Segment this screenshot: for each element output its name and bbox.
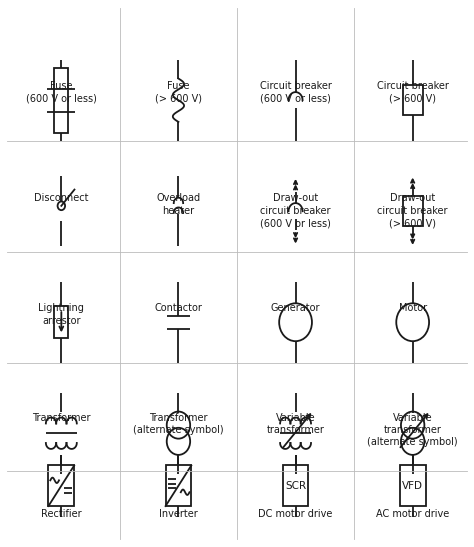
Text: Transformer
(alternate symbol): Transformer (alternate symbol) [133,412,224,435]
Text: AC motor drive: AC motor drive [376,509,449,519]
Bar [403,85,422,115]
Text: Variable
transformer: Variable transformer [266,412,325,435]
Bar [48,465,74,506]
Text: Variable
transformer
(alternate symbol): Variable transformer (alternate symbol) [367,412,458,447]
Text: Inverter: Inverter [159,509,198,519]
Bar [55,306,68,339]
Text: Lightning
arrestor: Lightning arrestor [38,303,84,325]
Text: Motor: Motor [399,303,427,313]
Text: Rectifier: Rectifier [41,509,82,519]
Text: Fuse
(600 V or less): Fuse (600 V or less) [26,82,97,104]
Text: Draw-out
circuit breaker
(> 600 V): Draw-out circuit breaker (> 600 V) [377,194,448,228]
Bar [400,465,426,506]
Bar [283,465,309,506]
Text: VFD: VFD [402,481,423,491]
Text: Disconnect: Disconnect [34,194,89,203]
Text: SCR: SCR [285,481,306,491]
Text: Contactor: Contactor [155,303,202,313]
Bar [403,196,422,226]
Bar [165,465,191,506]
Text: Overload
heater: Overload heater [156,194,201,216]
Text: Generator: Generator [271,303,320,313]
Text: Draw-out
circuit breaker
(600 V or less): Draw-out circuit breaker (600 V or less) [260,194,331,228]
Text: Circuit breaker
(600 V or less): Circuit breaker (600 V or less) [260,82,331,104]
Text: Fuse
(> 600 V): Fuse (> 600 V) [155,82,202,104]
Text: Transformer: Transformer [32,412,91,423]
Text: DC motor drive: DC motor drive [258,509,333,519]
Text: Circuit breaker
(> 600 V): Circuit breaker (> 600 V) [377,82,448,104]
Bar [55,68,68,133]
